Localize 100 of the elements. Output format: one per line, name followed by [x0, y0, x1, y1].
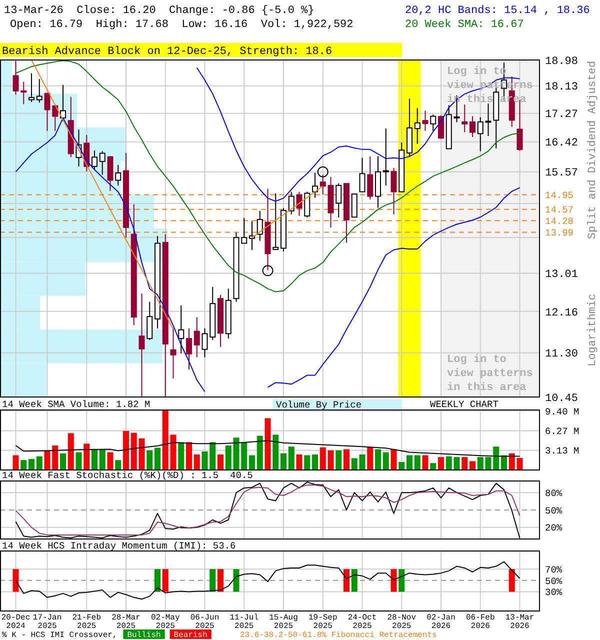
y-tick-label: 16.42: [545, 138, 578, 150]
ref-line-label: 14.28: [545, 216, 574, 227]
bar: [107, 452, 114, 470]
text: Bearish: [174, 631, 208, 640]
bar: [92, 449, 98, 470]
candlestick: [138, 293, 145, 397]
y-tick-label: 6.27 M: [545, 426, 580, 438]
bar: [12, 455, 19, 470]
y-axis-title: Split and Dividend Adjusted: [587, 60, 599, 240]
ref-line-label: 14.95: [545, 190, 574, 202]
bar: [414, 455, 420, 470]
candlestick: [28, 72, 34, 102]
y-tick-label: 9.40 M: [545, 406, 580, 418]
bar: [84, 444, 90, 470]
candlestick: [351, 194, 358, 218]
bar: [470, 461, 476, 470]
bar: [178, 442, 184, 470]
bar: [422, 455, 428, 470]
x-tick-label: 28-Nov 2025: [387, 614, 416, 631]
bar: [249, 455, 255, 470]
y-tick-label: 17.27: [545, 109, 578, 122]
x-tick-label: 21-Feb 2025: [72, 614, 102, 631]
y-tick-label: 11.30: [545, 348, 578, 361]
annotation: Log in to view patterns in this area: [447, 354, 533, 394]
y-tick-label: 3.13 M: [545, 446, 580, 457]
candlestick: [194, 316, 200, 358]
candlestick: [470, 116, 476, 138]
bar: [115, 460, 122, 470]
candlestick: [367, 156, 374, 200]
bar: [36, 456, 42, 470]
bar: [264, 418, 271, 470]
x-tick-label: 11-Jul 2025: [230, 614, 259, 631]
y-tick-label: 18.98: [545, 56, 578, 68]
bar: [320, 447, 326, 470]
chart-subtitle: Open: 16.79 High: 17.68 Low: 16.16 Vol: 1,922,592: [10, 19, 354, 31]
bar: [194, 454, 200, 470]
line-series: [15, 561, 520, 600]
x-tick-label: 13-Mar 2026: [505, 614, 534, 631]
y-tick-label: 15.57: [545, 168, 578, 180]
text: 20,2 HC Bands: 15.14 , 18.36: [405, 5, 590, 17]
bar: [138, 438, 145, 470]
candlestick: [99, 150, 106, 176]
bar: [146, 450, 153, 470]
ref-line-label: 13.99: [545, 228, 574, 239]
bar: [304, 455, 310, 470]
x-tick-label: 06-Feb 2026: [466, 614, 495, 631]
bar: [446, 456, 452, 470]
candlestick: [288, 191, 294, 215]
bar: [375, 449, 381, 470]
x-tick-label: 02-May 2025: [150, 614, 180, 631]
candlestick: [430, 114, 436, 132]
bar: [516, 458, 523, 470]
candlestick: [36, 78, 42, 104]
text: Logarithmic: [587, 294, 599, 366]
x-tick-label: 06-Jun 2025: [190, 614, 220, 631]
x-tick-label: 28-Mar 2025: [112, 614, 141, 631]
ref-line-label: 14.57: [545, 204, 574, 216]
bar: [508, 453, 515, 470]
x-tick-label: 20-Dec 2024: [1, 614, 30, 631]
bar: [296, 454, 302, 470]
candlestick: [462, 104, 468, 133]
bar: [186, 442, 192, 470]
bar: [406, 455, 412, 470]
candlestick: [60, 84, 66, 122]
bar: [398, 462, 405, 470]
x-tick-label: 19-Sep 2025: [308, 614, 338, 631]
candlestick: [146, 301, 153, 340]
text: 23.6-38.2-50-61.8% Fibonacci Retracements: [240, 631, 438, 640]
bar: [367, 447, 374, 470]
x-tick-label: 24-Oct 2025: [348, 614, 377, 631]
chart-title: 14 Week SMA Volume: 1.82 M: [2, 399, 151, 410]
bar: [99, 449, 106, 470]
y-tick-label: 50%: [545, 505, 562, 516]
bar: [390, 449, 397, 470]
y-tick-label: 30%: [545, 587, 562, 598]
candlestick: [485, 103, 492, 136]
candlestick: [359, 157, 366, 192]
candlestick: [186, 328, 192, 370]
candlestick: [170, 328, 176, 379]
bar: [382, 452, 389, 470]
y-tick-label: 70%: [545, 564, 562, 576]
bar: [280, 453, 286, 470]
candlestick: [382, 128, 389, 186]
chart-title: 13-Mar-26 Close: 16.20 Change: -0.86 {-5.0 %}: [4, 5, 314, 17]
candlestick: [320, 174, 326, 195]
candlestick: [249, 220, 255, 250]
bar: [20, 460, 27, 470]
bar: [344, 449, 350, 470]
candlestick: [414, 108, 420, 144]
bar: [312, 454, 318, 470]
bar: [218, 454, 224, 470]
x-tick-label: 15-Aug 2025: [269, 614, 298, 631]
y-tick-label: 18.13: [545, 82, 578, 94]
candlestick: [107, 156, 114, 192]
y-tick-label: 80%: [545, 488, 562, 499]
bar: [351, 458, 358, 470]
bar: [288, 446, 294, 470]
candlestick: [390, 167, 397, 215]
bar: [438, 457, 444, 470]
chart-title: 14 Week Fast Stochastic (%K)(%D) : 1.5 40.5: [2, 470, 254, 481]
